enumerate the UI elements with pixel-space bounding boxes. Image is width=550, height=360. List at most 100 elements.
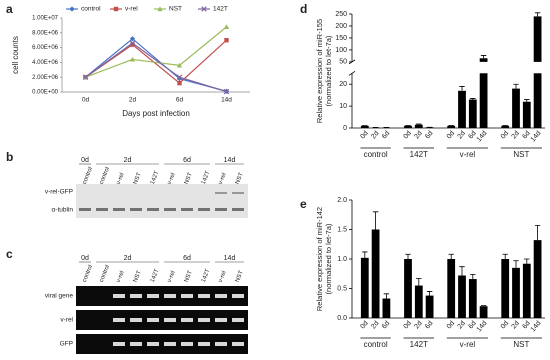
lane-label: v-rel <box>167 172 177 185</box>
band <box>130 294 142 298</box>
lane-label: 142T <box>201 170 212 185</box>
band <box>232 294 244 298</box>
lane-label: NST <box>184 270 194 284</box>
y-tick-label: 2.0 <box>337 197 347 204</box>
band <box>198 294 210 298</box>
row-label: v-rel <box>60 317 73 324</box>
y-tick-label: 1.5 <box>337 226 347 233</box>
marker <box>82 74 89 80</box>
y-tick-label: 0.0 <box>337 315 347 322</box>
bar <box>533 16 542 62</box>
time-label: 6d <box>183 255 191 262</box>
group-label: 142T <box>410 150 428 159</box>
y-tick-label: 4.00E+06 <box>32 60 59 66</box>
x-tick-label: 2d <box>511 130 521 141</box>
group-label: 142T <box>410 340 428 349</box>
gel <box>76 310 248 330</box>
lane-label: control <box>99 264 111 283</box>
marker <box>129 40 136 46</box>
bar <box>522 101 531 128</box>
x-tick-label: 6d <box>467 130 477 141</box>
error-bar <box>459 86 465 91</box>
error-bar <box>416 278 422 286</box>
marker <box>176 74 183 80</box>
band <box>215 294 227 298</box>
time-label: 6d <box>183 157 191 164</box>
x-tick-label: 14d <box>476 130 489 144</box>
band <box>130 342 142 346</box>
x-tick-label: 0d <box>500 320 510 331</box>
bar <box>458 90 466 128</box>
lane-label: 142T <box>201 268 212 283</box>
bar <box>425 295 434 318</box>
error-bar <box>480 55 487 59</box>
error-bar <box>513 83 519 89</box>
lane-label: NST <box>133 270 143 284</box>
marker <box>223 24 230 29</box>
bar <box>533 73 542 128</box>
gel <box>76 334 248 354</box>
error-bar <box>470 98 476 100</box>
lane-label: v-rel <box>218 172 228 185</box>
error-bar <box>426 291 433 296</box>
x-tick-label: 14d <box>221 97 232 104</box>
bar <box>414 124 423 128</box>
band <box>113 342 125 346</box>
bar <box>447 259 456 318</box>
x-axis-label: Days post infection <box>122 109 190 118</box>
band <box>164 318 176 322</box>
error-bar <box>448 253 454 259</box>
bar <box>501 125 510 128</box>
y-axis-label: Relative expression of miR-142 <box>315 207 324 311</box>
group-label: v-rel <box>460 340 476 349</box>
legend-label: v-rel <box>125 6 138 13</box>
x-tick-label: 0d <box>359 320 369 331</box>
bar <box>458 275 466 318</box>
band <box>130 318 142 322</box>
time-label: 2d <box>124 157 132 164</box>
band <box>181 294 193 298</box>
lane-label: v-rel <box>167 270 177 283</box>
x-tick-label: 0d <box>446 320 456 331</box>
marker <box>224 38 229 43</box>
error-bar <box>480 305 487 307</box>
group-label: NST <box>513 340 529 349</box>
x-tick-label: 14d <box>530 130 543 144</box>
y-tick-label: 50 <box>339 59 347 66</box>
band <box>181 342 193 346</box>
bar <box>533 240 542 318</box>
lane-label: v-rel <box>116 172 126 185</box>
bar <box>468 279 477 318</box>
error-bar <box>362 251 368 258</box>
y-tick-label: 6.00E+06 <box>32 45 59 51</box>
x-tick-label: 2d <box>370 320 380 331</box>
gel <box>76 286 248 306</box>
series-line <box>85 26 227 78</box>
blot-membrane <box>76 184 248 218</box>
x-tick-label: 6d <box>424 320 434 331</box>
band <box>164 342 176 346</box>
legend-marker <box>113 6 119 12</box>
x-tick-label: 6d <box>424 130 434 141</box>
y-tick-label: 0.5 <box>337 285 347 292</box>
bar <box>382 298 391 318</box>
bar <box>512 88 520 128</box>
bar <box>479 73 488 128</box>
x-tick-label: 0d <box>403 130 413 141</box>
x-tick-label: 14d <box>530 320 543 334</box>
group-label: v-rel <box>460 150 476 159</box>
legend-label: NST <box>169 6 182 13</box>
bar <box>371 229 380 318</box>
error-bar <box>502 253 508 259</box>
x-tick-label: 6d <box>381 320 391 331</box>
marker <box>177 80 182 86</box>
x-tick-label: 0d <box>359 130 369 141</box>
legend-label: 142T <box>213 6 228 13</box>
error-bar <box>534 12 541 17</box>
series-line <box>85 42 227 93</box>
marker <box>130 42 135 47</box>
panel-label: a <box>6 2 13 16</box>
legend-marker <box>69 6 75 12</box>
band <box>215 318 227 322</box>
